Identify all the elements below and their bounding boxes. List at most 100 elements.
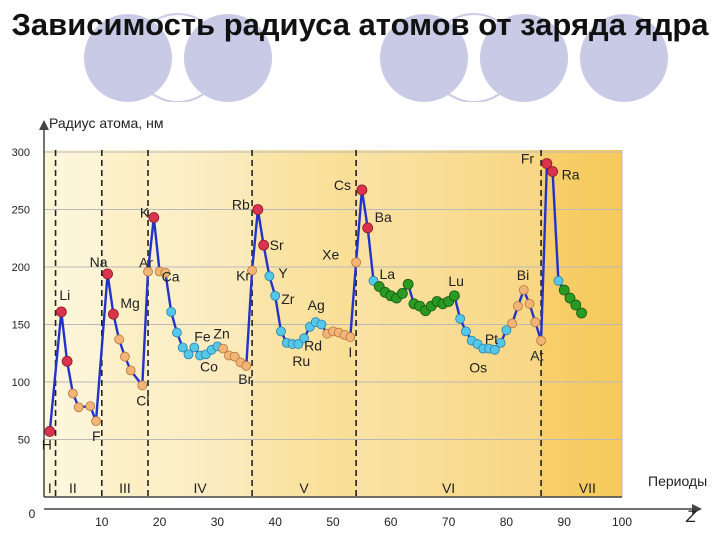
period-label: III [119, 480, 131, 496]
data-point [513, 301, 523, 312]
element-label-rd: Rd [304, 337, 322, 353]
decorative-circle [580, 14, 668, 102]
data-point [252, 204, 264, 215]
data-point [570, 299, 582, 311]
data-point [507, 318, 518, 329]
data-point [160, 267, 171, 278]
x-tick-label: 100 [612, 515, 632, 529]
axes [39, 120, 702, 514]
decorative-circle [84, 14, 172, 102]
data-point [61, 355, 73, 367]
element-label-br: Br [238, 371, 252, 387]
element-label-k: K [140, 205, 150, 221]
data-point [536, 335, 546, 346]
data-point [518, 285, 529, 295]
element-label-at: At [530, 348, 543, 364]
tick-labels: 50 100 150 200 250 300 10 20 30 40 50 60 70 80 90 100 0 Р… [12, 115, 708, 529]
period-label: II [69, 480, 77, 496]
data-point [541, 158, 553, 169]
data-point [258, 239, 270, 251]
element-label-xe: Xe [322, 246, 339, 262]
data-point [229, 351, 240, 362]
element-label-ar: Ar [139, 255, 153, 271]
data-point [448, 290, 460, 302]
data-point [218, 343, 229, 354]
data-point [293, 339, 304, 349]
element-label-y: Y [278, 265, 288, 281]
decorative-circle [184, 14, 272, 102]
data-point [189, 342, 200, 353]
x-tick-label: 10 [95, 515, 109, 529]
x-axis-label: Z [685, 507, 697, 526]
data-point [241, 360, 252, 371]
period-label: VII [579, 480, 596, 496]
element-label-lu: Lu [448, 273, 464, 289]
data-point [356, 184, 368, 196]
data-point [270, 290, 281, 301]
element-label-rb: Rb [232, 197, 250, 213]
element-label-bi: Bi [517, 267, 529, 283]
element-label-li: Li [59, 287, 70, 303]
data-point [73, 402, 84, 413]
data-point [461, 326, 471, 337]
y-tick-label: 250 [12, 205, 30, 217]
x-tick-label: 80 [500, 515, 514, 529]
decorative-circle [380, 14, 468, 102]
element-label-ag: Ag [308, 297, 325, 313]
element-label-h: H [42, 436, 52, 452]
data-point [564, 292, 576, 304]
data-point [299, 333, 310, 344]
x-tick-label: 40 [269, 515, 283, 529]
data-point [489, 344, 500, 355]
origin-label: 0 [29, 507, 36, 521]
data-point [396, 288, 408, 299]
data-point [114, 334, 125, 345]
data-points [44, 158, 587, 437]
data-point [455, 313, 466, 324]
x-tick-label: 30 [211, 515, 225, 529]
y-axis-label: Радиус атома, нм [49, 115, 163, 131]
element-label-cs: Cs [334, 177, 351, 193]
x-tick-label: 70 [442, 515, 456, 529]
data-point [166, 306, 177, 317]
data-point [91, 416, 101, 427]
data-point [177, 342, 188, 353]
data-point [264, 271, 275, 282]
x-tick-label: 90 [558, 515, 572, 529]
element-label-na: Na [90, 254, 108, 270]
data-point [276, 326, 286, 337]
element-label-ru: Ru [292, 353, 310, 369]
period-label: V [299, 480, 309, 496]
data-point [402, 278, 414, 290]
data-point [362, 222, 374, 234]
period-labels: I II III IV V VI VII [48, 480, 596, 496]
data-point [44, 426, 56, 437]
data-point [148, 212, 160, 223]
data-point [102, 268, 113, 280]
y-tick-label: 200 [12, 262, 30, 274]
data-point [576, 307, 587, 319]
element-label-fr: Fr [521, 151, 535, 167]
data-point [183, 349, 194, 360]
data-point [247, 265, 257, 276]
data-point [137, 380, 148, 391]
data-point [345, 332, 356, 343]
data-point [524, 298, 535, 309]
data-point [143, 266, 153, 277]
period-label: VI [442, 480, 455, 496]
data-point [125, 365, 136, 376]
page-title: Зависимость радиуса атомов от заряда ядр… [11, 7, 709, 42]
data-point [120, 351, 130, 362]
period-label: I [48, 480, 52, 496]
data-point [351, 257, 362, 268]
y-tick-label: 50 [18, 435, 30, 447]
data-point [530, 317, 541, 328]
data-point [501, 325, 512, 336]
decorative-circle [480, 14, 568, 102]
element-label-zr: Zr [281, 291, 295, 307]
element-label-zn: Zn [213, 325, 229, 341]
element-label-ba: Ba [375, 209, 392, 225]
element-label-co: Co [200, 359, 218, 375]
